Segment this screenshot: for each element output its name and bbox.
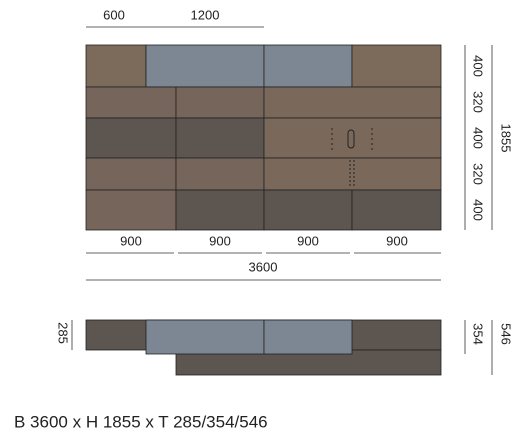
bottom-dimensions: 900 900 900 900 3600 bbox=[86, 233, 441, 281]
dim-label: 400 bbox=[471, 127, 486, 149]
panel bbox=[263, 189, 353, 231]
panel bbox=[351, 189, 442, 231]
panel bbox=[263, 319, 353, 355]
dim-label: 400 bbox=[471, 55, 486, 77]
caption: B 3600 x H 1855 x T 285/354/546 bbox=[14, 412, 268, 431]
handle bbox=[347, 129, 355, 149]
dim-label: 320 bbox=[471, 163, 486, 185]
panel bbox=[351, 44, 442, 88]
dim-label: 900 bbox=[386, 233, 408, 248]
panel bbox=[263, 117, 442, 159]
dim-label: 354 bbox=[471, 323, 486, 345]
plan-view: 285 354 546 bbox=[56, 319, 514, 376]
dim-label: 1855 bbox=[499, 124, 514, 153]
dim-label: 400 bbox=[471, 199, 486, 221]
panel bbox=[263, 44, 353, 88]
panel bbox=[175, 117, 265, 159]
dim-label: 900 bbox=[297, 233, 319, 248]
panel bbox=[145, 44, 265, 88]
panel bbox=[85, 117, 177, 159]
dim-label: 900 bbox=[209, 233, 231, 248]
panel bbox=[85, 86, 177, 119]
dim-label: 546 bbox=[499, 323, 514, 345]
panel bbox=[263, 157, 442, 191]
dim-label: 320 bbox=[471, 91, 486, 113]
top-dimensions: 600 1200 bbox=[86, 7, 264, 28]
panel bbox=[145, 319, 265, 355]
panel bbox=[175, 157, 265, 191]
dim-label: 285 bbox=[56, 322, 71, 344]
panel bbox=[263, 86, 442, 119]
panel bbox=[175, 189, 265, 231]
dim-label: 1200 bbox=[191, 7, 220, 22]
panel bbox=[85, 157, 177, 191]
panel bbox=[175, 86, 265, 119]
dim-label: 3600 bbox=[249, 259, 278, 274]
panel bbox=[85, 44, 147, 88]
dim-label: 600 bbox=[103, 7, 125, 22]
dim-label: 900 bbox=[120, 233, 142, 248]
panel bbox=[85, 189, 177, 231]
front-view bbox=[85, 44, 442, 231]
right-dimensions: 400 320 400 320 400 1855 bbox=[464, 45, 514, 230]
